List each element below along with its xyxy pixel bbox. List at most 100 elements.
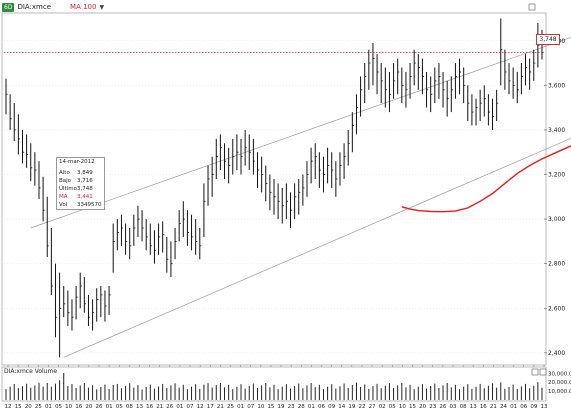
price-bar — [129, 228, 132, 260]
tooltip-date: 14-mar-2012 — [59, 159, 95, 165]
ma100-polyline — [401, 145, 571, 213]
price-bar — [463, 67, 466, 104]
price-bar — [5, 78, 8, 115]
price-bar — [454, 63, 458, 99]
x-tick-label: 03 — [449, 404, 456, 410]
price-bar — [298, 178, 301, 215]
volume-minimize-button[interactable] — [531, 368, 539, 376]
tooltip-value: 3,716 — [77, 178, 93, 184]
price-bar — [83, 277, 86, 313]
tooltip-key: Vol — [59, 202, 68, 208]
x-tick-label: 25 — [35, 404, 42, 410]
x-tick-label: 07 — [187, 404, 194, 410]
x-tick-label: 01 — [308, 404, 315, 410]
x-tick-label: 27 — [369, 404, 376, 410]
price-bar — [471, 94, 474, 126]
symbol-label[interactable]: DIA:xmce — [17, 3, 52, 11]
price-bar — [191, 214, 194, 251]
x-tick-label: 19 — [348, 404, 355, 410]
trend-channel — [30, 36, 571, 358]
price-bar — [100, 285, 103, 318]
ma-legend-label[interactable]: MA 100 — [70, 3, 97, 11]
price-bar — [450, 76, 453, 113]
x-tick-label: 21 — [156, 404, 163, 410]
channel-lower-line — [63, 137, 571, 358]
price-bar — [512, 67, 515, 99]
price-bar — [42, 176, 45, 222]
tooltip-value: 3,441 — [77, 194, 93, 200]
price-bar — [178, 210, 181, 242]
x-tick-label: 13 — [470, 404, 477, 410]
x-tick-label: 25 — [227, 404, 234, 410]
volume-close-button[interactable] — [539, 368, 547, 376]
x-tick-label: 05 — [55, 404, 62, 410]
price-bar — [219, 134, 222, 171]
price-bar — [236, 134, 239, 171]
x-tick-label: 14 — [338, 404, 345, 410]
tooltip-value: 3,849 — [77, 170, 93, 176]
price-bar — [26, 134, 29, 168]
price-bar — [104, 290, 107, 322]
price-bar — [355, 94, 359, 135]
price-bar — [285, 183, 288, 220]
price-bar — [529, 58, 532, 90]
price-bar — [409, 63, 412, 99]
price-bar — [360, 76, 363, 117]
price-bar — [207, 165, 210, 206]
price-bar — [170, 241, 173, 278]
price-plot-frame — [1, 12, 547, 366]
price-bar — [331, 152, 334, 188]
x-tick-label: 28 — [298, 404, 305, 410]
price-bar — [46, 196, 49, 257]
price-bar — [116, 219, 119, 251]
price-bar — [186, 210, 190, 246]
x-tick-label: 02 — [379, 404, 386, 410]
price-bar — [248, 134, 251, 171]
price-bar — [459, 58, 462, 95]
price-bar — [327, 147, 330, 184]
price-bars — [5, 18, 544, 358]
price-bar — [533, 49, 536, 81]
price-bar — [351, 112, 354, 153]
price-bar — [438, 63, 441, 99]
x-tick-label: 07 — [247, 404, 254, 410]
price-bar — [269, 174, 272, 211]
price-bar — [487, 94, 490, 126]
x-tick-label: 13 — [136, 404, 143, 410]
price-bar — [92, 299, 95, 331]
price-bar — [133, 214, 136, 246]
x-tick-label: 09 — [328, 404, 335, 410]
timeframe-badge[interactable]: 6D — [2, 2, 15, 12]
price-bar — [322, 156, 326, 193]
x-tick-label: 05 — [116, 404, 123, 410]
price-pane-button[interactable] — [528, 3, 536, 11]
price-bar — [368, 49, 371, 90]
x-tick-label: 01 — [237, 404, 244, 410]
price-bar — [174, 228, 177, 260]
x-tick-label: 01 — [106, 404, 113, 410]
price-bar — [211, 156, 214, 197]
price-bar — [339, 152, 342, 186]
x-tick-label: 19 — [278, 404, 285, 410]
x-tick-label: 20 — [419, 404, 426, 410]
chevron-down-icon[interactable]: ▼ — [99, 3, 105, 11]
x-tick-label: 12 — [197, 404, 204, 410]
price-bar — [162, 221, 165, 253]
price-bar — [421, 58, 425, 95]
price-bar — [13, 103, 16, 142]
price-bar — [199, 228, 202, 260]
x-tick-label: 13 — [541, 404, 548, 410]
price-bar — [372, 42, 375, 86]
tooltip-key: Alto — [59, 170, 70, 176]
price-bar — [166, 236, 169, 273]
price-bar — [125, 223, 128, 255]
price-bar — [483, 85, 486, 117]
x-tick-label: 26 — [96, 404, 103, 410]
price-bar — [87, 294, 91, 327]
price-bar — [525, 54, 528, 86]
price-bar — [302, 174, 305, 206]
tooltip-row-high: Alto 3,849 — [59, 170, 104, 176]
x-tick-label: 08 — [126, 404, 133, 410]
price-bar — [96, 288, 99, 322]
x-tick-label: 16 — [480, 404, 487, 410]
